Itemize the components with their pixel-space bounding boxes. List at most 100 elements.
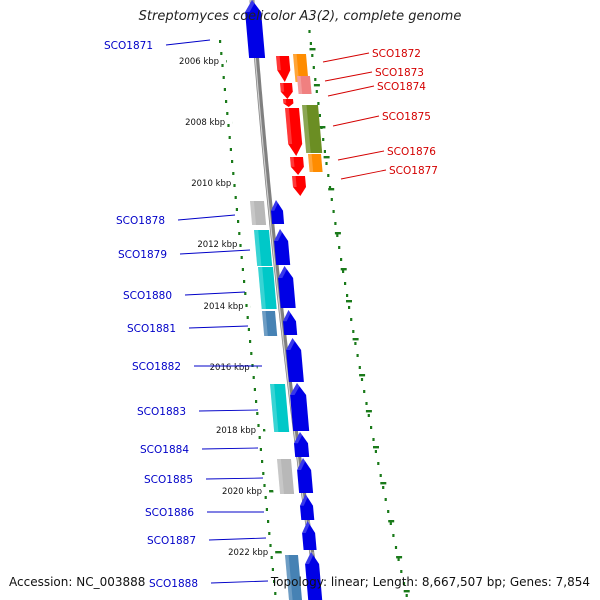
scale-tick bbox=[373, 446, 379, 448]
label-connector bbox=[323, 53, 369, 62]
scale-dot bbox=[348, 306, 350, 309]
label-connector bbox=[202, 448, 258, 449]
scale-dot bbox=[380, 474, 382, 477]
scale-dot bbox=[308, 30, 310, 33]
scale-tick bbox=[359, 374, 365, 376]
scale-tick bbox=[319, 126, 325, 128]
gene-sco1874-shine bbox=[283, 99, 286, 103]
gene-label-sco1879[interactable]: SCO1879 bbox=[118, 249, 167, 261]
gene-label-sco1880[interactable]: SCO1880 bbox=[123, 290, 172, 302]
scale-tick bbox=[341, 268, 347, 270]
scale-tick bbox=[380, 482, 386, 484]
scale-dot bbox=[272, 568, 274, 571]
kbp-label: 2014 kbp bbox=[204, 302, 244, 312]
gene-label-sco1875[interactable]: SCO1875 bbox=[382, 111, 431, 123]
scale-dot bbox=[354, 342, 356, 345]
scale-dot bbox=[317, 102, 319, 105]
scale-dot bbox=[260, 448, 262, 451]
scale-dot bbox=[250, 352, 252, 355]
scale-dot bbox=[319, 114, 321, 117]
scale-tick bbox=[324, 156, 330, 158]
scale-dot bbox=[322, 138, 324, 141]
scale-dot bbox=[257, 424, 259, 427]
scale-tick bbox=[396, 556, 402, 558]
scale-tick bbox=[310, 48, 316, 50]
scale-dot bbox=[363, 390, 365, 393]
scale-dot bbox=[377, 462, 379, 465]
scale-tick bbox=[346, 300, 352, 302]
scale-dot bbox=[406, 594, 408, 597]
label-connector bbox=[166, 40, 210, 45]
scale-dot bbox=[316, 90, 318, 93]
scale-dot bbox=[269, 544, 271, 547]
scale-dot bbox=[251, 364, 253, 367]
gene-label-sco1883[interactable]: SCO1883 bbox=[137, 406, 186, 418]
label-connector bbox=[180, 250, 250, 254]
gene-label-sco1888[interactable]: SCO1888 bbox=[149, 578, 198, 590]
scale-dot bbox=[230, 148, 232, 151]
scale-dot bbox=[253, 376, 255, 379]
scale-dot bbox=[243, 280, 245, 283]
gene-label-sco1877[interactable]: SCO1877 bbox=[389, 165, 438, 177]
scale-dot bbox=[392, 534, 394, 537]
scale-tick bbox=[366, 410, 372, 412]
gene-label-sco1884[interactable]: SCO1884 bbox=[140, 444, 189, 456]
gene-label-sco1887[interactable]: SCO1887 bbox=[147, 535, 196, 547]
scale-dot bbox=[256, 412, 258, 415]
topology-text: Topology: linear; Length: 8,667,507 bp; … bbox=[271, 575, 590, 589]
gene-label-sco1885[interactable]: SCO1885 bbox=[144, 474, 193, 486]
scale-dot bbox=[359, 366, 361, 369]
scale-dot bbox=[229, 136, 231, 139]
scale-dot bbox=[385, 498, 387, 501]
gene-label-sco1874[interactable]: SCO1874 bbox=[377, 81, 426, 93]
scale-dot bbox=[310, 42, 312, 45]
label-connector bbox=[341, 170, 386, 179]
scale-dot bbox=[368, 414, 370, 417]
scale-dot bbox=[395, 546, 397, 549]
gene-label-sco1871[interactable]: SCO1871 bbox=[104, 40, 153, 52]
label-connector bbox=[328, 86, 374, 96]
label-connector bbox=[178, 215, 235, 220]
scale-dot bbox=[247, 316, 249, 319]
gene-label-sco1878[interactable]: SCO1878 bbox=[116, 215, 165, 227]
scale-dot bbox=[238, 232, 240, 235]
scale-dot bbox=[239, 244, 241, 247]
gene-label-sco1876[interactable]: SCO1876 bbox=[387, 146, 436, 158]
scale-tick bbox=[328, 188, 334, 190]
scale-dot bbox=[233, 184, 235, 187]
scale-dot bbox=[370, 426, 372, 429]
scale-dot bbox=[338, 246, 340, 249]
scale-dot bbox=[361, 378, 363, 381]
scale-dot bbox=[221, 64, 223, 67]
scale-dot bbox=[237, 220, 239, 223]
scale-dot bbox=[342, 270, 344, 273]
gene-label-sco1882[interactable]: SCO1882 bbox=[132, 361, 181, 373]
scale-dot bbox=[324, 150, 326, 153]
kbp-label: 2012 kbp bbox=[197, 240, 237, 250]
kbp-label: 2018 kbp bbox=[216, 426, 256, 436]
gene-label-sco1886[interactable]: SCO1886 bbox=[145, 507, 194, 519]
scale-tick bbox=[314, 84, 320, 86]
scale-dot bbox=[225, 100, 227, 103]
label-connector bbox=[199, 410, 258, 411]
scale-dot bbox=[220, 52, 222, 55]
gene-label-sco1872[interactable]: SCO1872 bbox=[372, 48, 421, 60]
label-connector bbox=[333, 116, 379, 126]
gene-label-sco1873[interactable]: SCO1873 bbox=[375, 67, 424, 79]
label-connector bbox=[206, 478, 263, 479]
gene-label-sco1881[interactable]: SCO1881 bbox=[127, 323, 176, 335]
scale-dot bbox=[262, 472, 264, 475]
scale-dot bbox=[236, 208, 238, 211]
scale-dot bbox=[245, 304, 247, 307]
scale-dot bbox=[387, 510, 389, 513]
kbp-label: 2016 kbp bbox=[210, 363, 250, 373]
scale-dot bbox=[259, 436, 261, 439]
scale-dot bbox=[350, 318, 352, 321]
label-connector bbox=[211, 581, 268, 583]
scale-dot bbox=[261, 460, 263, 463]
genome-map: 2006 kbp2008 kbp2010 kbp2012 kbp2014 kbp… bbox=[0, 0, 600, 600]
label-connector bbox=[209, 538, 266, 540]
kbp-label: 2010 kbp bbox=[191, 179, 231, 189]
scale-dot bbox=[223, 76, 225, 79]
scale-dot bbox=[357, 354, 359, 357]
